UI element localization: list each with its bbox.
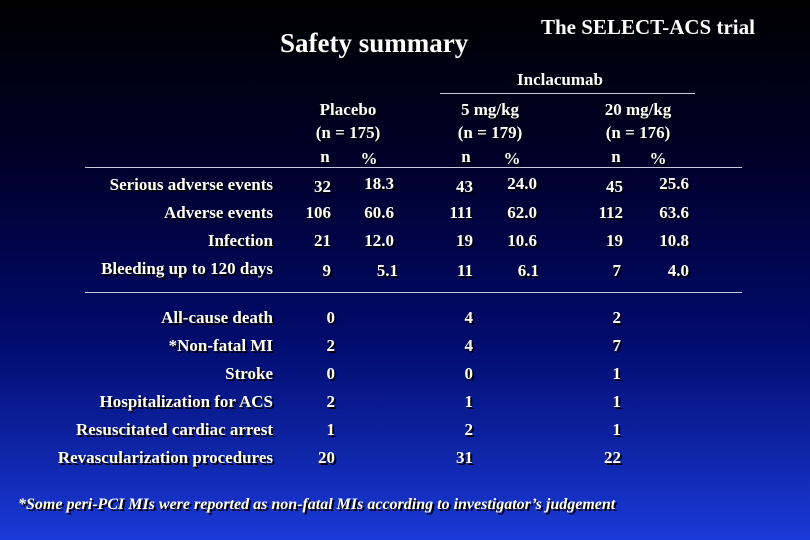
col-total-5mg: (n = 179) (457, 123, 523, 142)
cell-pct: 6.1 (517, 261, 539, 280)
cell-n: 2 (612, 308, 622, 327)
cell-pct: 24.0 (507, 174, 537, 193)
cell-n: 45 (606, 177, 623, 196)
cell-n: 2 (326, 392, 336, 411)
row-label: Revascularization procedures (57, 448, 273, 467)
header-rule (85, 167, 742, 168)
col-n-label-placebo: n (320, 147, 330, 166)
section-divider (85, 292, 742, 293)
cell-pct: 10.6 (507, 231, 537, 250)
row-label: Stroke (225, 364, 273, 383)
cell-n: 112 (598, 203, 623, 222)
cell-n: 43 (456, 177, 473, 196)
cell-n: 2 (464, 420, 474, 439)
cell-n: 4 (464, 336, 474, 355)
cell-n: 19 (606, 231, 623, 250)
cell-n: 2 (326, 336, 336, 355)
cell-n: 106 (305, 203, 332, 222)
cell-n: 0 (326, 308, 336, 327)
col-n-label-20mg: n (611, 147, 621, 166)
cell-pct: 63.6 (659, 203, 689, 222)
cell-n: 1 (612, 364, 622, 383)
cell-pct: 5.1 (376, 261, 398, 280)
col-total-placebo: (n = 175) (315, 123, 381, 142)
cell-pct: 4.0 (667, 261, 689, 280)
cell-pct: 18.3 (364, 174, 394, 193)
cell-n: 21 (314, 231, 331, 250)
cell-n: 0 (326, 364, 336, 383)
cell-pct: 25.6 (659, 174, 689, 193)
row-label: Hospitalization for ACS (99, 392, 273, 411)
cell-n: 19 (456, 231, 473, 250)
cell-n: 0 (464, 364, 474, 383)
cell-n: 11 (456, 261, 473, 280)
cell-n: 20 (318, 448, 335, 467)
trial-name: The SELECT-ACS trial (541, 15, 755, 39)
row-label: *Non-fatal MI (168, 336, 273, 355)
row-label: Adverse events (163, 203, 273, 222)
row-label: All-cause death (161, 308, 273, 327)
row-label: Infection (207, 231, 273, 250)
cell-n: 32 (314, 177, 331, 196)
cell-n: 111 (449, 203, 473, 222)
group-header-inclacumab: Inclacumab (517, 70, 603, 89)
cell-n: 1 (464, 392, 474, 411)
footnote: *Some peri-PCI MIs were reported as non-… (18, 496, 616, 513)
cell-n: 4 (464, 308, 474, 327)
page-title: Safety summary (280, 28, 469, 58)
cell-pct: 10.8 (659, 231, 689, 250)
cell-n: 31 (456, 448, 473, 467)
col-total-20mg: (n = 176) (605, 123, 671, 142)
col-header-5mg: 5 mg/kg (460, 100, 520, 119)
col-pct-label-5mg: % (503, 149, 521, 168)
row-label: Serious adverse events (109, 175, 273, 194)
col-pct-label-20mg: % (649, 149, 667, 168)
cell-n: 7 (612, 336, 622, 355)
cell-pct: 60.6 (364, 203, 394, 222)
cell-pct: 12.0 (364, 231, 394, 250)
row-label: Resuscitated cardiac arrest (75, 420, 273, 439)
row-label: Bleeding up to 120 days (101, 259, 273, 278)
cell-n: 7 (612, 261, 622, 280)
col-n-label-5mg: n (461, 147, 471, 166)
col-pct-label-placebo: % (360, 149, 378, 168)
group-header-rule (440, 93, 695, 94)
cell-pct: 62.0 (507, 203, 537, 222)
cell-n: 1 (326, 420, 336, 439)
cell-n: 1 (612, 420, 622, 439)
cell-n: 22 (604, 448, 621, 467)
cell-n: 1 (612, 392, 622, 411)
col-header-placebo: Placebo (319, 100, 377, 119)
col-header-20mg: 20 mg/kg (604, 100, 672, 119)
cell-n: 9 (322, 261, 332, 280)
